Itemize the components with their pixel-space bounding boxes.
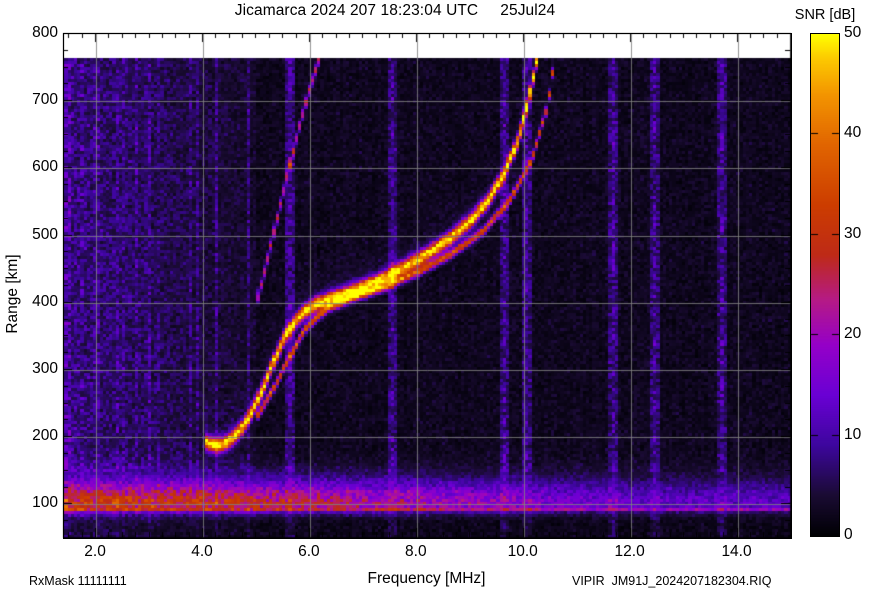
colorbar-tick-label: 10 — [844, 425, 862, 443]
x-axis-tick-label: 14.0 — [721, 543, 752, 560]
colorbar-tick-label: 40 — [844, 124, 862, 142]
colorbar-tick-labels: 0 10 20 30 40 50 — [844, 0, 874, 595]
x-axis-tick-label: 8.0 — [405, 543, 427, 560]
rxmask-label: RxMask 11111111 — [29, 574, 127, 588]
x-axis-tick-label: 12.0 — [614, 543, 645, 560]
y-axis-tick-label: 600 — [32, 158, 58, 176]
y-axis-tick-label: 800 — [32, 24, 58, 41]
y-axis-tick-label: 200 — [32, 427, 58, 445]
colorbar — [810, 33, 840, 537]
ionogram-plot — [63, 33, 792, 539]
colorbar-tick-label: 0 — [844, 526, 853, 543]
colorbar-tick-label: 50 — [844, 24, 862, 41]
colorbar-tick-label: 20 — [844, 325, 862, 343]
y-axis-tick-label: 100 — [32, 494, 58, 512]
y-axis-tick-label: 700 — [32, 91, 58, 109]
x-axis-tick-label: 10.0 — [507, 543, 538, 560]
ionogram-data-canvas — [64, 34, 791, 538]
x-axis-tick-label: 2.0 — [84, 543, 106, 560]
colorbar-gradient — [810, 33, 840, 537]
colorbar-tick-label: 30 — [844, 224, 862, 242]
x-axis-tick-labels: 2.0 4.0 6.0 8.0 10.0 12.0 14.0 — [0, 543, 874, 565]
page-title: Jicamarca 2024 207 18:23:04 UTC 25Jul24 — [234, 2, 556, 19]
x-axis-tick-label: 6.0 — [298, 543, 320, 560]
source-file-label: VIPIR JM91J_2024207182304.RIQ — [572, 574, 772, 588]
x-axis-tick-label: 4.0 — [191, 543, 213, 560]
y-axis-title: Range [km] — [4, 254, 21, 334]
